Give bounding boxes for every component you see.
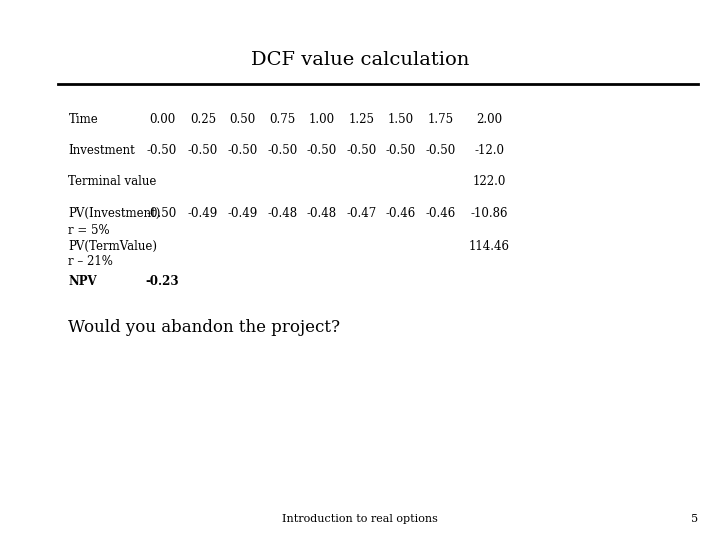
Text: -0.47: -0.47 xyxy=(346,207,377,220)
Text: -0.50: -0.50 xyxy=(307,144,337,157)
Text: -0.50: -0.50 xyxy=(346,144,377,157)
Text: -0.50: -0.50 xyxy=(426,144,456,157)
Text: -0.46: -0.46 xyxy=(426,207,456,220)
Text: PV(Investment): PV(Investment) xyxy=(68,207,161,220)
Text: 0.75: 0.75 xyxy=(269,113,295,126)
Text: 114.46: 114.46 xyxy=(469,240,510,253)
Text: Introduction to real options: Introduction to real options xyxy=(282,514,438,524)
Text: -0.50: -0.50 xyxy=(147,207,177,220)
Text: Investment: Investment xyxy=(68,144,135,157)
Text: -0.23: -0.23 xyxy=(145,275,179,288)
Text: -10.86: -10.86 xyxy=(471,207,508,220)
Text: Would you abandon the project?: Would you abandon the project? xyxy=(68,319,341,335)
Text: -0.48: -0.48 xyxy=(267,207,297,220)
Text: NPV: NPV xyxy=(68,275,97,288)
Text: 1.00: 1.00 xyxy=(309,113,335,126)
Text: 1.25: 1.25 xyxy=(348,113,374,126)
Text: r – 21%: r – 21% xyxy=(68,255,113,268)
Text: 0.25: 0.25 xyxy=(190,113,216,126)
Text: 0.50: 0.50 xyxy=(230,113,256,126)
Text: PV(TermValue): PV(TermValue) xyxy=(68,240,158,253)
Text: -0.49: -0.49 xyxy=(228,207,258,220)
Text: 2.00: 2.00 xyxy=(477,113,503,126)
Text: 0.00: 0.00 xyxy=(149,113,175,126)
Text: -0.50: -0.50 xyxy=(267,144,297,157)
Text: 1.75: 1.75 xyxy=(428,113,454,126)
Text: 5: 5 xyxy=(691,514,698,524)
Text: DCF value calculation: DCF value calculation xyxy=(251,51,469,69)
Text: 1.50: 1.50 xyxy=(388,113,414,126)
Text: -0.50: -0.50 xyxy=(188,144,218,157)
Text: Time: Time xyxy=(68,113,98,126)
Text: r = 5%: r = 5% xyxy=(68,224,110,237)
Text: -0.48: -0.48 xyxy=(307,207,337,220)
Text: -0.50: -0.50 xyxy=(147,144,177,157)
Text: Terminal value: Terminal value xyxy=(68,175,157,188)
Text: -0.50: -0.50 xyxy=(386,144,416,157)
Text: -0.49: -0.49 xyxy=(188,207,218,220)
Text: -12.0: -12.0 xyxy=(474,144,505,157)
Text: 122.0: 122.0 xyxy=(473,175,506,188)
Text: -0.46: -0.46 xyxy=(386,207,416,220)
Text: -0.50: -0.50 xyxy=(228,144,258,157)
